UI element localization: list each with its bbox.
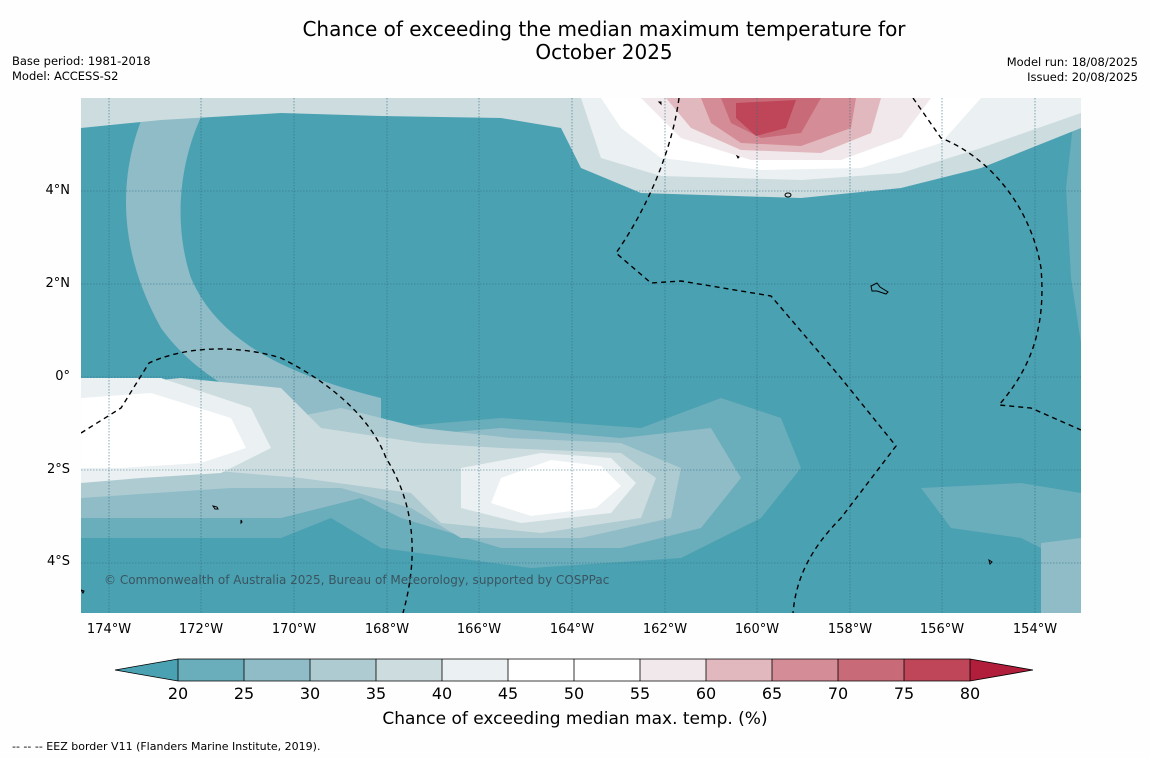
contour-band-30-west <box>81 98 381 438</box>
colorbar-bin-50-55 <box>574 659 640 681</box>
colorbar-bin-65-70 <box>772 659 838 681</box>
contour-band-25-east <box>1066 98 1081 343</box>
lon-label-172w: 172°W <box>178 622 224 637</box>
eez-border-west <box>81 348 413 613</box>
eez-border-central <box>615 98 897 613</box>
chart-title: Chance of exceeding the median maximum t… <box>0 18 1150 64</box>
colorbar-bin-75-80 <box>904 659 970 681</box>
meta-right: Model run: 18/08/2025 Issued: 20/08/2025 <box>1007 55 1138 85</box>
colorbar-tick-80: 80 <box>959 684 981 703</box>
contour-fills <box>81 98 1081 613</box>
colorbar-tick-25: 25 <box>233 684 255 703</box>
lon-label-160w: 160°W <box>734 622 780 637</box>
colorbar-bin-25-30 <box>244 659 310 681</box>
colorbar-tick-75: 75 <box>893 684 915 703</box>
colorbar-tick-20: 20 <box>167 684 189 703</box>
colorbar-outline <box>114 658 1034 682</box>
island-south-2 <box>240 519 243 525</box>
lon-label-174w: 174°W <box>86 622 132 637</box>
colorbar-tick-45: 45 <box>497 684 519 703</box>
contour-band-50-south <box>491 460 621 516</box>
contour-band-80-north <box>736 100 796 136</box>
island-south-3 <box>988 558 993 565</box>
base-period: Base period: 1981-2018 <box>12 54 151 68</box>
colorbar-tick-30: 30 <box>299 684 321 703</box>
model-name: Model: ACCESS-S2 <box>12 69 119 83</box>
lon-label-166w: 166°W <box>456 622 502 637</box>
colorbar-bin-55-60 <box>640 659 706 681</box>
colorbar-label: Chance of exceeding median max. temp. (%… <box>382 709 768 729</box>
lon-label-164w: 164°W <box>549 622 595 637</box>
model-run: Model run: 18/08/2025 <box>1006 55 1138 69</box>
colorbar-bin-35-40 <box>376 659 442 681</box>
colorbar-tick-55: 55 <box>629 684 651 703</box>
colorbar-extend-low <box>115 659 178 681</box>
colorbar-tick-60: 60 <box>695 684 717 703</box>
contour-band-30-southeast <box>1041 538 1081 613</box>
colorbar-bin-20-25 <box>178 659 244 681</box>
lat-label-2s: 2°S <box>46 462 70 477</box>
colorbar-tick-70: 70 <box>827 684 849 703</box>
colorbar-tick-50: 50 <box>563 684 585 703</box>
colorbar-bin-70-75 <box>838 659 904 681</box>
title-line-1: Chance of exceeding the median maximum t… <box>302 17 906 41</box>
lat-label-4s: 4°S <box>46 554 70 569</box>
lat-label-2n: 2°N <box>45 276 71 291</box>
lat-label-4n: 4°N <box>45 183 71 198</box>
grid-lines <box>81 98 1081 613</box>
issued-date: Issued: 20/08/2025 <box>1027 70 1138 84</box>
colorbar-extend-high <box>970 659 1033 681</box>
colorbar <box>114 658 1034 682</box>
lat-label-0: 0° <box>55 369 70 384</box>
island-south-1 <box>211 505 219 510</box>
forecast-map <box>81 98 1081 613</box>
copyright-notice: © Commonwealth of Australia 2025, Bureau… <box>104 573 610 587</box>
contour-band-50-west <box>81 393 246 468</box>
colorbar-tick-40: 40 <box>431 684 453 703</box>
lon-label-170w: 170°W <box>271 622 317 637</box>
islands <box>81 101 993 594</box>
colorbar-separators <box>177 659 971 681</box>
eez-border-east <box>912 98 1081 431</box>
island-kiritimati <box>870 282 889 295</box>
colorbar-bin-60-65 <box>706 659 772 681</box>
eez-borders <box>81 98 1081 613</box>
lon-label-156w: 156°W <box>919 622 965 637</box>
lon-label-162w: 162°W <box>642 622 688 637</box>
eez-legend-note: -- -- -- EEZ border V11 (Flanders Marine… <box>12 740 321 753</box>
island-jarvis <box>784 192 792 198</box>
lon-label-154w: 154°W <box>1012 622 1058 637</box>
colorbar-tick-35: 35 <box>365 684 387 703</box>
colorbar-tick-65: 65 <box>761 684 783 703</box>
lon-label-158w: 158°W <box>827 622 873 637</box>
island-south-4 <box>81 589 85 594</box>
colorbar-bin-40-45 <box>442 659 508 681</box>
colorbar-bin-45-50 <box>508 659 574 681</box>
island-small-north <box>657 101 740 159</box>
lon-label-168w: 168°W <box>364 622 410 637</box>
colorbar-bin-30-35 <box>310 659 376 681</box>
title-line-2: October 2025 <box>535 40 673 64</box>
meta-left: Base period: 1981-2018 Model: ACCESS-S2 <box>12 54 151 84</box>
